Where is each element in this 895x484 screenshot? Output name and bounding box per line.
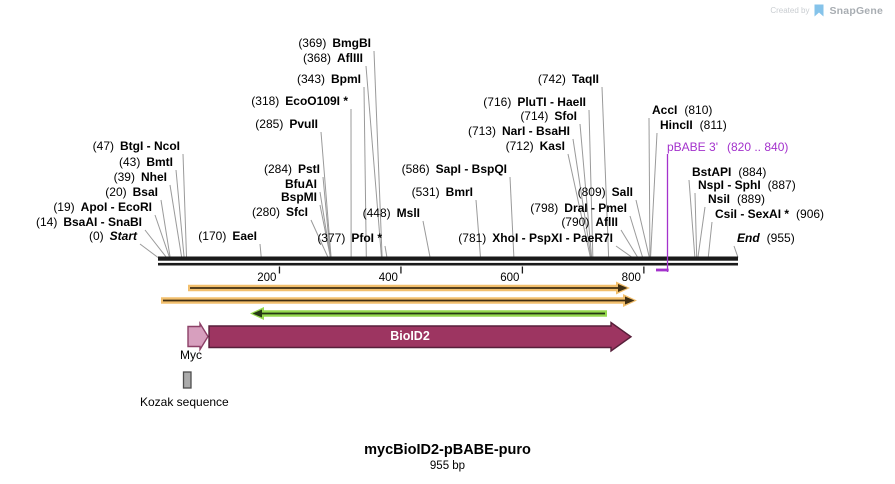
orf-frame-1 (188, 281, 630, 295)
leader-line-NsiI (697, 206, 706, 258)
watermark-brand: SnapGene (829, 4, 883, 17)
leader-line-XhoI-PspXI-PaeR7I (615, 245, 633, 258)
ruler-tick-label-400: 400 (379, 272, 398, 284)
ruler-tick-label-200: 200 (257, 272, 276, 284)
leader-line-PluTI-HaeII (588, 109, 594, 258)
watermark-created-by: Created by (770, 6, 810, 15)
leader-line-SfoI (579, 123, 593, 258)
leader-line-AflII (620, 229, 639, 258)
leader-line-BmtI (175, 169, 185, 258)
orf-frame-2 (161, 294, 637, 307)
leader-line-BsaI (160, 199, 171, 258)
plasmid-title: mycBioID2-pBABE-puro (364, 442, 531, 458)
leader-line-TaqII (601, 86, 610, 258)
snapgene-logo-icon (814, 4, 824, 17)
leader-line-SalI (635, 199, 650, 258)
leader-line-HincII (650, 132, 658, 258)
leader-line-BsaAI-SnaBI (144, 229, 167, 258)
feature-arrow-Myc (187, 321, 209, 352)
leader-line-Start (139, 243, 159, 258)
leader-line-AflIII (365, 65, 382, 258)
ruler-tick-label-800: 800 (622, 272, 641, 284)
leader-line-BmrI (475, 199, 481, 258)
leader-line-PvuII (320, 131, 332, 258)
feature-box-Kozak-sequence (182, 371, 192, 389)
leader-line-BpmI (363, 86, 367, 258)
leader-line-NheI (169, 184, 183, 258)
leader-line-KasI (567, 153, 591, 258)
leader-line-AccI (648, 117, 651, 258)
ruler-tick-label-600: 600 (500, 272, 519, 284)
leader-line-NarI-BsaHI (572, 138, 592, 258)
leader-line-EaeI (259, 243, 262, 258)
ruler-bar-bottom (158, 262, 738, 266)
leader-line-MslI (422, 220, 431, 258)
leader-line-DraI-PmeI (629, 215, 644, 258)
leader-line-End (733, 245, 739, 258)
leader-line-BstAPI (688, 179, 696, 258)
leader-line-BtgI-NcoI (182, 153, 188, 258)
leader-line-SfcI (310, 219, 329, 258)
leader-line-SapI-BspQI (509, 176, 515, 258)
leader-line-ApoI-EcoRI (154, 214, 171, 258)
ruler-bar-top (158, 256, 738, 261)
orf-reverse (250, 307, 607, 320)
plasmid-length: 955 bp (429, 460, 466, 472)
watermark: Created by SnapGene (770, 4, 883, 17)
feature-arrow-BioID2 (208, 321, 633, 353)
leader-line-PstI (322, 176, 331, 258)
leader-line-PfoI (384, 245, 388, 258)
leader-line-BmgBI (373, 50, 383, 258)
leader-line-BspMI (319, 204, 331, 258)
leader-line-CsiI-SexAI (707, 221, 713, 258)
leader-line-NspI-SphI (694, 192, 698, 258)
